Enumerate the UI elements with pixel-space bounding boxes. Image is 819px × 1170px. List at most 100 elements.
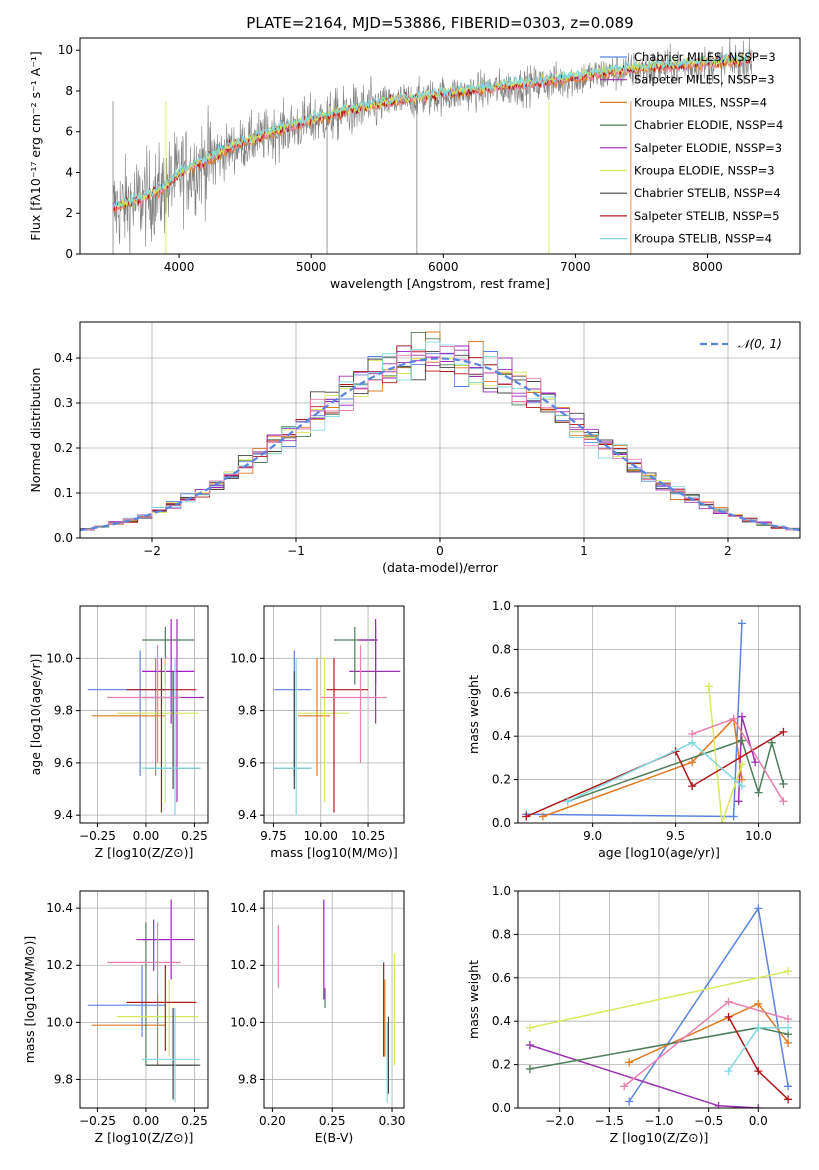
y-tick-label: 1.0 bbox=[492, 884, 511, 898]
weight-marker bbox=[784, 1023, 793, 1032]
weight-marker bbox=[688, 758, 697, 767]
legend-label: Kroupa ELODIE, NSSP=3 bbox=[634, 164, 775, 178]
weight-series-line bbox=[542, 717, 743, 818]
y-tick-label: 0.2 bbox=[492, 773, 511, 787]
legend-label: Kroupa MILES, NSSP=4 bbox=[634, 95, 767, 109]
weight-series-line bbox=[526, 623, 743, 818]
legend-label: Salpeter MILES, NSSP=3 bbox=[634, 73, 775, 87]
y-tick-label: 9.4 bbox=[54, 808, 73, 822]
panel-Z-mass: −0.25 0.00 0.25 9.8 10.0 10.2 10.4 Z [log10(Z/Z… bbox=[22, 890, 209, 1145]
y-tick-label: 0.1 bbox=[54, 486, 73, 500]
weight-marker bbox=[754, 788, 763, 797]
legend: Chabrier MILES, NSSP=3 Salpeter MILES, NS… bbox=[600, 50, 783, 246]
x-tick-label: 5000 bbox=[296, 260, 327, 274]
panel-spectrum: 4000 5000 6000 7000 8000 0 2 4 6 8 10 wavelength [A… bbox=[28, 37, 801, 291]
weight-marker bbox=[767, 738, 776, 747]
x-tick-label: −1.5 bbox=[595, 1114, 624, 1128]
weight-marker bbox=[525, 1023, 534, 1032]
y-tick-label: 10 bbox=[58, 43, 73, 57]
weight-marker bbox=[729, 714, 738, 723]
y-axis-label: mass [log10(M/M⊙)] bbox=[22, 936, 37, 1064]
figure-title: PLATE=2164, MJD=53886, FIBERID=0303, z=0… bbox=[246, 14, 633, 32]
panel-age-massweight: 9.0 9.5 10.0 0.0 0.2 0.4 0.6 0.8 1.0 age [log10(a… bbox=[466, 599, 801, 860]
legend-label: Salpeter ELODIE, NSSP=3 bbox=[634, 141, 782, 155]
marks-EBV-mass bbox=[277, 899, 396, 1103]
x-axis-label: mass [log10(M/M⊙)] bbox=[270, 845, 398, 860]
weight-marker bbox=[751, 758, 760, 767]
panel-residuals: −2 −1 0 1 2 0.0 0.1 0.2 0.3 0.4 (data-model)/error… bbox=[28, 321, 801, 575]
weight-marker bbox=[737, 736, 746, 745]
weight-series-line bbox=[529, 1044, 759, 1108]
panel-EBV-mass: 0.20 0.25 0.30 9.8 10.0 10.2 10.4 E(B-V) bbox=[230, 890, 406, 1145]
weight-series-line bbox=[526, 731, 784, 818]
weight-marker bbox=[737, 712, 746, 721]
plot-area bbox=[80, 606, 208, 823]
y-tick-label: 0.0 bbox=[54, 531, 73, 545]
weight-marker bbox=[522, 812, 531, 821]
y-tick-label: 0 bbox=[65, 247, 73, 261]
x-tick-label: 10.0 bbox=[745, 829, 772, 843]
x-tick-label: 0.00 bbox=[133, 1114, 160, 1128]
plot-area bbox=[264, 891, 404, 1108]
y-tick-label: 9.8 bbox=[238, 704, 257, 718]
axes-frame bbox=[79, 605, 209, 824]
x-tick-label: 2 bbox=[724, 544, 732, 558]
y-tick-label: 10.4 bbox=[230, 901, 257, 915]
x-tick-label: 0 bbox=[436, 544, 444, 558]
weight-marker bbox=[525, 1064, 534, 1073]
y-tick-label: 10.2 bbox=[230, 958, 257, 972]
plot-area bbox=[80, 891, 208, 1108]
x-axis-label: age [log10(age/yr)] bbox=[598, 845, 720, 860]
weight-marker bbox=[688, 730, 697, 739]
x-tick-label: 1 bbox=[580, 544, 588, 558]
weight-marker bbox=[563, 797, 572, 806]
x-tick-label: −1 bbox=[287, 544, 305, 558]
axes-frame bbox=[79, 321, 801, 539]
x-tick-label: 0.30 bbox=[379, 1114, 406, 1128]
weight-marker bbox=[754, 1104, 763, 1108]
weight-series-line bbox=[529, 970, 789, 1029]
x-tick-label: 0.00 bbox=[133, 829, 160, 843]
x-axis-label: wavelength [Angstrom, rest frame] bbox=[330, 276, 550, 291]
x-tick-label: 10.25 bbox=[351, 829, 385, 843]
weight-marker bbox=[625, 1058, 634, 1067]
y-tick-label: 0.8 bbox=[492, 642, 511, 656]
y-tick-label: 10.0 bbox=[230, 651, 257, 665]
marks-mass-age bbox=[273, 619, 401, 816]
weight-marker bbox=[784, 1015, 793, 1024]
weight-series-line bbox=[708, 686, 743, 823]
axes-frame bbox=[263, 605, 405, 824]
weight-marker bbox=[754, 1023, 763, 1032]
y-tick-label: 0.0 bbox=[492, 816, 511, 830]
x-tick-label: −0.25 bbox=[79, 829, 116, 843]
weight-marker bbox=[724, 997, 733, 1006]
x-tick-label: −0.5 bbox=[694, 1114, 723, 1128]
weight-marker bbox=[784, 1095, 793, 1104]
weight-marker bbox=[704, 682, 713, 691]
weight-marker bbox=[525, 1041, 534, 1050]
x-axis-label: E(B-V) bbox=[315, 1130, 354, 1145]
x-axis-label: (data-model)/error bbox=[382, 560, 499, 575]
weight-marker bbox=[754, 999, 763, 1008]
y-axis-label: Normed distribution bbox=[28, 368, 43, 493]
y-tick-label: 1.0 bbox=[492, 599, 511, 613]
y-tick-label: 9.6 bbox=[54, 756, 73, 770]
x-tick-label: 7000 bbox=[560, 260, 591, 274]
x-tick-label: 0.25 bbox=[181, 829, 208, 843]
legend-label: Chabrier STELIB, NSSP=4 bbox=[634, 186, 781, 200]
weight-series-line bbox=[623, 1000, 789, 1087]
y-tick-label: 0.6 bbox=[492, 971, 511, 985]
y-axis-label: mass weight bbox=[466, 960, 481, 1039]
y-tick-label: 9.8 bbox=[54, 704, 73, 718]
legend-label: 𝒩(0, 1) bbox=[738, 337, 782, 351]
weight-marker bbox=[625, 1097, 634, 1106]
weight-marker bbox=[714, 1101, 723, 1108]
y-tick-label: 2 bbox=[65, 206, 73, 220]
x-axis-label: Z [log10(Z/Z⊙)] bbox=[95, 845, 194, 860]
panel-mass-age: 9.75 10.00 10.25 9.4 9.6 9.8 10.0 mass [log10(M… bbox=[230, 605, 405, 860]
x-tick-label: 9.5 bbox=[666, 829, 685, 843]
weight-marker bbox=[779, 779, 788, 788]
y-tick-label: 0.8 bbox=[492, 927, 511, 941]
axes-frame bbox=[79, 37, 801, 255]
